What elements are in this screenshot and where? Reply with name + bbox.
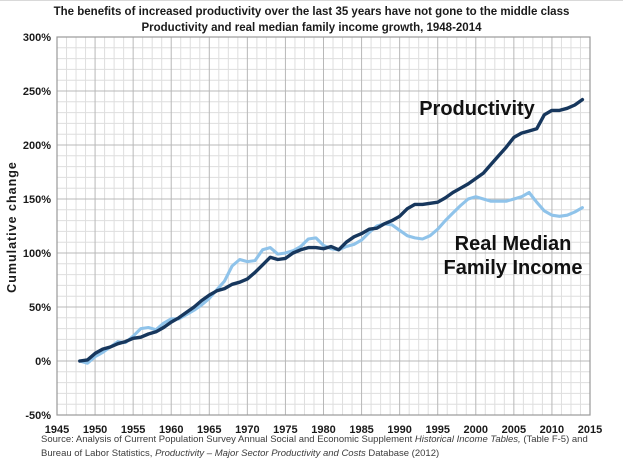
productivity-line: [78, 97, 585, 363]
x-tick-label: 1950: [83, 424, 107, 436]
x-tick-label: 2010: [540, 424, 564, 436]
source-text: Bureau of Labor Statistics,: [41, 448, 156, 459]
income-line: [78, 190, 584, 365]
y-tick-label: -50%: [25, 410, 51, 422]
y-tick-label: 300%: [23, 32, 51, 44]
y-tick-label: 200%: [23, 140, 51, 152]
x-tick-label: 1985: [349, 424, 373, 436]
y-tick-label: 100%: [23, 248, 51, 260]
x-tick-label: 1970: [235, 424, 259, 436]
x-tick-label: 1990: [387, 424, 411, 436]
y-tick-label: 250%: [23, 86, 51, 98]
x-tick-label: 2000: [464, 424, 488, 436]
income-series-label-line2: Family Income: [443, 257, 583, 279]
plot-border: [56, 36, 591, 416]
x-tick-label: 1995: [425, 424, 449, 436]
chart-title: The benefits of increased productivity o…: [53, 6, 570, 18]
productivity-series-label: Productivity: [419, 98, 535, 120]
x-tick-label: 1975: [273, 424, 297, 436]
x-tick-label: 1965: [197, 424, 221, 436]
source-note-line2: Bureau of Labor Statistics, Productivity…: [41, 447, 439, 461]
source-text: Source: Analysis of Current Population S…: [41, 434, 415, 445]
source-text: (Table F-5) and: [523, 434, 588, 445]
x-tick-label: 2005: [502, 424, 526, 436]
y-tick-label: 50%: [29, 302, 51, 314]
source-text-italic: Historical Income Tables,: [414, 434, 524, 445]
y-tick-label: 0%: [35, 356, 51, 368]
source-text-italic: Productivity – Major Sector Productivity…: [155, 448, 369, 459]
x-tick-label: 1980: [311, 424, 335, 436]
x-tick-label: 1960: [159, 424, 183, 436]
y-tick-label: 150%: [23, 194, 51, 206]
chart-subtitle: Productivity and real median family inco…: [141, 22, 482, 34]
source-note-line1: Source: Analysis of Current Population S…: [41, 433, 588, 447]
x-tick-label: 1955: [121, 424, 145, 436]
x-tick-label: 1945: [45, 424, 69, 436]
source-text: Database (2012): [368, 448, 440, 459]
income-series-label: Real Median Family Income: [408, 232, 618, 280]
x-tick-label: 2015: [578, 424, 602, 436]
income-series-label-line1: Real Median: [454, 233, 572, 255]
